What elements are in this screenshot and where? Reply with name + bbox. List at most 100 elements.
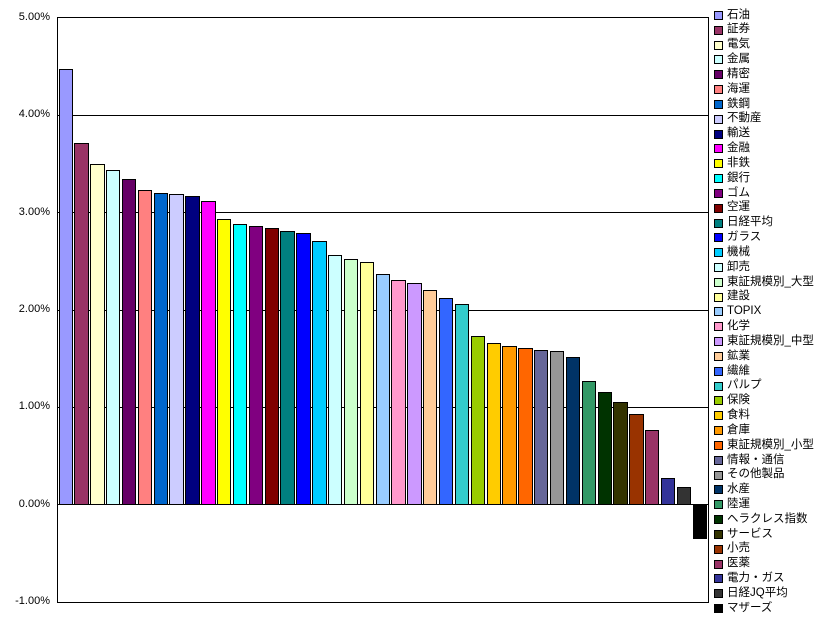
legend-swatch-icon: [714, 188, 723, 198]
legend-swatch-icon: [714, 218, 723, 228]
legend-swatch-icon: [714, 396, 723, 406]
bar: [185, 196, 200, 505]
bar: [629, 414, 644, 505]
legend-label: 精密: [727, 67, 750, 80]
legend-swatch-icon: [714, 307, 723, 317]
legend-swatch-icon: [714, 485, 723, 495]
legend-label: 卸売: [727, 260, 750, 273]
legend-swatch-icon: [714, 500, 723, 510]
legend-item: 精密: [714, 67, 834, 82]
legend-label: 証券: [727, 23, 750, 36]
bar: [502, 346, 517, 505]
legend-label: 機械: [727, 245, 750, 258]
legend-label: 海運: [727, 82, 750, 95]
bar: [423, 289, 438, 505]
legend-swatch-icon: [714, 277, 723, 287]
legend-item: パルプ: [714, 379, 834, 394]
bar: [74, 142, 89, 505]
legend-label: 不動産: [727, 112, 762, 125]
legend-swatch-icon: [714, 455, 723, 465]
bar: [391, 279, 406, 505]
bar: [454, 304, 470, 505]
legend-swatch-icon: [714, 233, 723, 243]
legend-swatch-icon: [714, 366, 723, 376]
legend-item: 海運: [714, 82, 834, 97]
y-tick-label: 2.00%: [18, 303, 50, 315]
gridline: [58, 114, 708, 116]
legend-label: 繊維: [727, 364, 750, 377]
legend-swatch-icon: [714, 70, 723, 80]
legend-swatch-icon: [714, 529, 723, 539]
bar: [121, 178, 137, 505]
legend-item: 鉱業: [714, 349, 834, 364]
bar: [407, 282, 422, 505]
legend-label: 情報・通信: [727, 453, 785, 466]
legend-swatch-icon: [714, 351, 723, 361]
legend-label: 鉄鋼: [727, 97, 750, 110]
bar: [660, 478, 676, 505]
legend-item: 倉庫: [714, 423, 834, 438]
bar: [248, 226, 264, 505]
legend-item: 情報・通信: [714, 453, 834, 468]
legend-item: 空運: [714, 201, 834, 216]
legend-item: 建設: [714, 290, 834, 305]
legend-label: 食料: [727, 409, 750, 422]
legend-label: 非鉄: [727, 156, 750, 169]
legend-label: ヘラクレス指数: [727, 512, 808, 525]
bar: [534, 349, 549, 505]
legend-swatch-icon: [714, 604, 723, 614]
legend-label: ガラス: [727, 231, 762, 244]
legend-item: 非鉄: [714, 156, 834, 171]
legend-item: 陸運: [714, 497, 834, 512]
legend-swatch-icon: [714, 174, 723, 184]
bar: [438, 298, 454, 505]
bar: [518, 347, 533, 505]
legend-item: 銀行: [714, 171, 834, 186]
bar: [106, 169, 121, 505]
legend-item: その他製品: [714, 468, 834, 483]
legend-item: 東証規模別_大型: [714, 275, 834, 290]
legend-swatch-icon: [714, 426, 723, 436]
legend-item: 金融: [714, 141, 834, 156]
legend-swatch-icon: [714, 10, 723, 20]
bar: [549, 350, 565, 505]
legend-item: 繊維: [714, 364, 834, 379]
bar: [90, 164, 105, 505]
legend-item: 日経平均: [714, 216, 834, 231]
y-tick-label: 4.00%: [18, 108, 50, 121]
legend-item: 不動産: [714, 112, 834, 127]
legend-item: 保険: [714, 394, 834, 409]
legend-item: 機械: [714, 245, 834, 260]
legend-swatch-icon: [714, 99, 723, 109]
legend-swatch-icon: [714, 515, 723, 525]
legend-swatch-icon: [714, 559, 723, 569]
legend-item: 証券: [714, 23, 834, 38]
legend-label: 東証規模別_小型: [727, 438, 814, 451]
legend-item: サービス: [714, 527, 834, 542]
legend-item: 輸送: [714, 127, 834, 142]
bar: [676, 487, 692, 505]
bar: [201, 201, 216, 505]
legend-label: 陸運: [727, 497, 750, 510]
bar: [137, 190, 153, 505]
legend-label: 化学: [727, 320, 750, 333]
legend-label: 保険: [727, 394, 750, 407]
bar: [280, 231, 295, 505]
legend-label: ゴム: [727, 186, 750, 199]
legend-item: 東証規模別_小型: [714, 438, 834, 453]
legend-swatch-icon: [714, 40, 723, 50]
legend: 石油 証券 電気 金属 精密 海運 鉄鋼 不動産 輸送 金融 非鉄 銀行 ゴム 空運 日経平均 ガラス 機械 卸売…: [714, 8, 834, 616]
legend-item: 電力・ガス: [714, 571, 834, 586]
legend-item: 卸売: [714, 260, 834, 275]
legend-label: 医薬: [727, 557, 750, 570]
legend-label: 小売: [727, 542, 750, 555]
legend-swatch-icon: [714, 55, 723, 65]
legend-label: パルプ: [727, 379, 762, 392]
legend-label: 日経平均: [727, 216, 773, 229]
bar: [359, 262, 375, 505]
plot-area: [57, 17, 709, 603]
legend-label: TOPIX: [727, 305, 762, 318]
legend-item: 鉄鋼: [714, 97, 834, 112]
legend-swatch-icon: [714, 574, 723, 584]
